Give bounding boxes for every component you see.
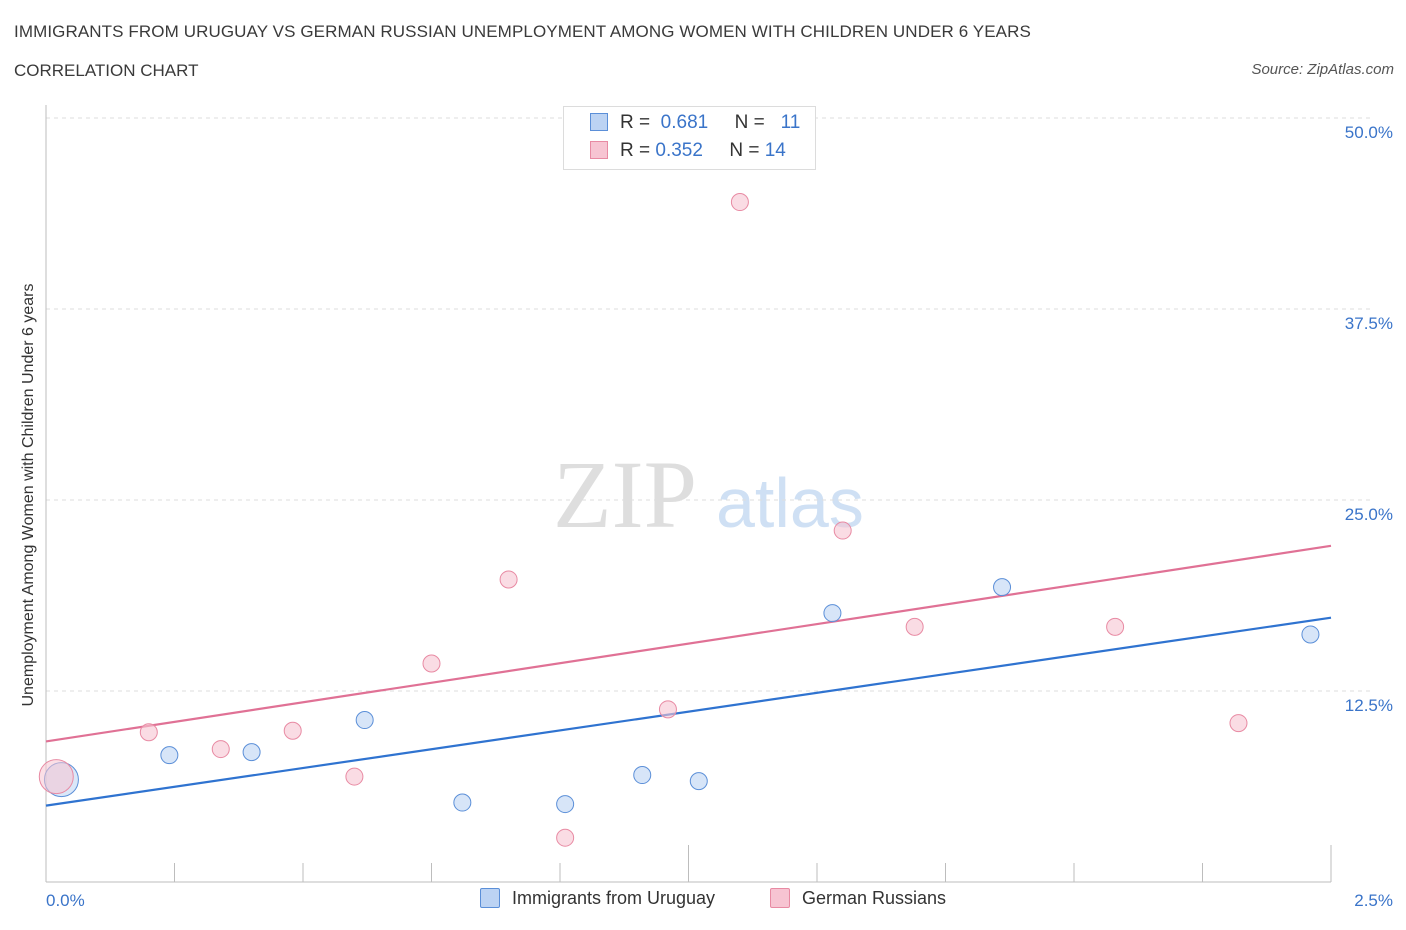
data-point-uruguay	[1301, 625, 1320, 644]
data-point-uruguay	[689, 772, 708, 791]
y-tick-label: 12.5%	[1344, 696, 1393, 715]
data-point-german-russians	[1229, 714, 1248, 733]
r-value-uruguay: 0.681	[660, 112, 709, 133]
y-tick-label: 50.0%	[1344, 123, 1393, 142]
gridlines	[46, 117, 1371, 692]
x-tick-label-min: 0.0%	[46, 891, 85, 910]
data-points	[38, 193, 1320, 847]
data-point-german-russians	[283, 721, 302, 740]
data-point-uruguay	[242, 743, 261, 762]
correlation-legend: R = 0.681 N = 11 R = 0.352 N = 14	[563, 106, 816, 170]
data-point-uruguay	[355, 711, 374, 730]
trend-line-uruguay	[45, 616, 1332, 807]
data-point-uruguay	[160, 746, 179, 765]
watermark: ZIP atlas	[553, 441, 864, 548]
legend-swatch-uruguay	[480, 888, 500, 908]
data-point-german-russians	[905, 617, 924, 636]
chart-title: IMMIGRANTS FROM URUGUAY VS GERMAN RUSSIA…	[14, 22, 1031, 41]
data-point-german-russians	[833, 521, 852, 540]
data-point-german-russians	[1106, 617, 1125, 636]
n-value-german-russians: 14	[764, 140, 786, 161]
n-label: N =	[729, 140, 760, 161]
y-tick-label: 25.0%	[1344, 505, 1393, 524]
legend-swatch-german-russians	[770, 888, 790, 908]
legend-label-german-russians: German Russians	[802, 888, 947, 908]
data-point-german-russians	[658, 700, 677, 719]
data-point-german-russians	[422, 654, 441, 673]
legend-row-uruguay: R = 0.681 N = 11	[590, 112, 800, 136]
data-point-uruguay	[633, 766, 652, 785]
y-tick-label: 37.5%	[1344, 314, 1393, 333]
n-value-uruguay: 11	[780, 112, 801, 133]
data-point-uruguay	[993, 578, 1012, 597]
data-point-uruguay	[453, 793, 472, 812]
legend-item-uruguay: Immigrants from Uruguay	[480, 888, 715, 909]
data-point-german-russians	[345, 767, 364, 786]
axes	[45, 105, 1332, 883]
r-label: R =	[620, 112, 651, 133]
x-tick-label-max: 2.5%	[1354, 891, 1393, 910]
r-label: R =	[620, 140, 651, 161]
legend-label-uruguay: Immigrants from Uruguay	[512, 888, 716, 908]
data-point-uruguay	[823, 604, 842, 623]
data-point-german-russians	[499, 570, 518, 589]
data-point-german-russians	[38, 759, 74, 795]
trend-lines	[45, 544, 1332, 807]
legend-row-german-russians: R = 0.352 N = 14	[590, 140, 786, 164]
data-point-german-russians	[556, 828, 575, 847]
data-point-german-russians	[139, 723, 158, 742]
source-label: Source: ZipAtlas.com	[1251, 61, 1394, 78]
n-label: N =	[734, 112, 765, 133]
data-point-german-russians	[730, 193, 749, 212]
legend-swatch-uruguay	[590, 113, 608, 131]
watermark-zip: ZIP	[553, 441, 697, 548]
chart-subtitle: CORRELATION CHART	[14, 61, 199, 80]
r-value-german-russians: 0.352	[655, 140, 703, 161]
legend-swatch-german-russians	[590, 141, 608, 159]
legend-item-german-russians: German Russians	[770, 888, 946, 909]
trend-line-german-russians	[45, 544, 1332, 743]
data-point-german-russians	[211, 740, 230, 759]
data-point-uruguay	[556, 795, 575, 814]
